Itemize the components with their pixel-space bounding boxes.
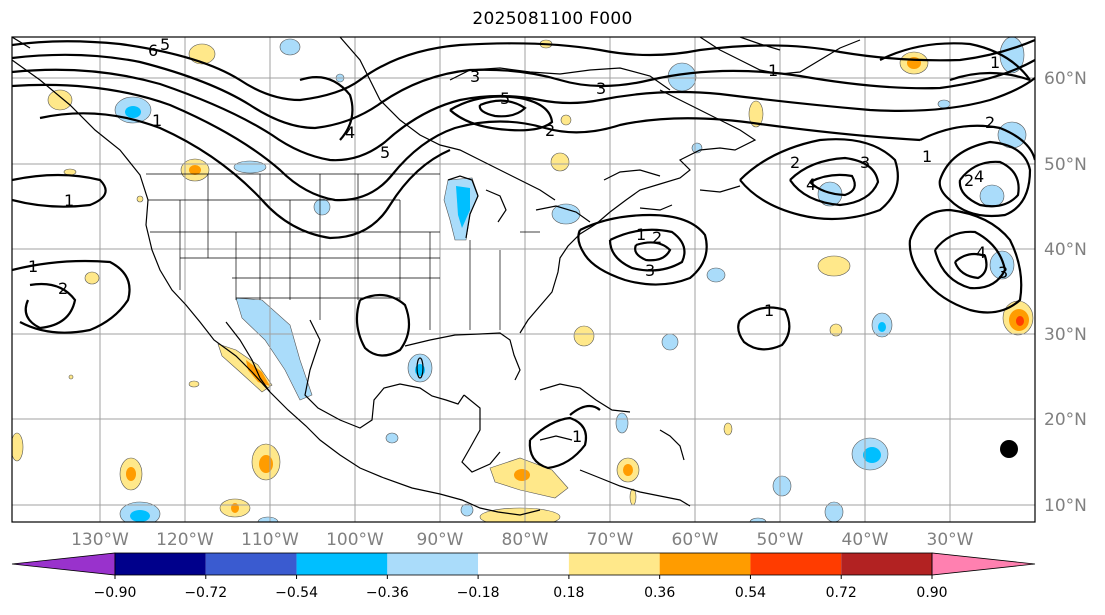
map-frame xyxy=(11,36,1036,523)
contour-label: 1 xyxy=(990,53,1000,72)
latitude-label: 20°N xyxy=(1044,410,1087,430)
contour-label: 3 xyxy=(860,153,870,172)
latitude-label: 60°N xyxy=(1044,69,1087,89)
latitude-labels: 60°N 50°N 40°N 30°N 20°N 10°N xyxy=(1044,69,1087,516)
contour-label: 4 xyxy=(976,243,986,262)
contour-label: 1 xyxy=(152,111,162,130)
colorbar-frame xyxy=(114,552,933,576)
longitude-label: 120°W xyxy=(156,530,214,550)
colorbar-bin xyxy=(478,553,569,575)
contour-label: 2 xyxy=(545,121,555,140)
contour-label: 4 xyxy=(806,175,816,194)
longitude-label: 60°W xyxy=(672,530,719,550)
contour-label: 5 xyxy=(160,35,170,54)
longitude-label: 40°W xyxy=(842,530,889,550)
colorbar-tick-label: −0.18 xyxy=(457,585,500,601)
contour-label: 2 xyxy=(985,113,995,132)
latitude-label: 10°N xyxy=(1044,496,1087,516)
contour-lines xyxy=(12,38,1035,470)
contour-label: 1 xyxy=(922,147,932,166)
colorbar-bin xyxy=(659,553,751,575)
colorbar-tick-label: 0.36 xyxy=(644,585,675,601)
colorbar-tick-label: 0.72 xyxy=(826,585,857,601)
contour-label: 1 xyxy=(64,191,74,210)
colorbar-extend-low xyxy=(11,552,116,576)
longitude-label: 50°W xyxy=(757,530,804,550)
contour-label: 1 xyxy=(764,301,774,320)
contour-label-group: 6 5 3 5 4 5 1 1 2 2 3 4 1 2 3 1 2 1 4 2 … xyxy=(28,35,1008,446)
colorbar-tick-label: 0.54 xyxy=(735,585,766,601)
contour-label: 3 xyxy=(596,79,606,98)
longitude-label: 130°W xyxy=(71,530,129,550)
colorbar-bin xyxy=(296,553,388,575)
colorbar-bin xyxy=(387,553,479,575)
contour-label: 5 xyxy=(380,143,390,162)
colorbar-tick-label: 0.18 xyxy=(553,585,584,601)
latitude-label: 50°N xyxy=(1044,155,1087,175)
colorbar xyxy=(11,552,1036,579)
contour-label: 1 xyxy=(768,61,778,80)
longitude-label: 110°W xyxy=(241,530,299,550)
longitude-label: 30°W xyxy=(927,530,974,550)
longitude-label: 90°W xyxy=(417,530,464,550)
colorbar-tick-labels: −0.90 −0.72 −0.54 −0.36 −0.18 0.18 0.36 0.54 0.7… xyxy=(94,585,948,601)
contour-label: 3 xyxy=(645,261,655,280)
colorbar-bin xyxy=(750,553,842,575)
longitude-label: 100°W xyxy=(326,530,384,550)
coastlines xyxy=(12,37,861,516)
map-title: 2025081100 F000 xyxy=(472,9,633,29)
colorbar-bin xyxy=(115,553,206,575)
colorbar-bin xyxy=(841,553,932,575)
contour-label: 1 xyxy=(572,427,582,446)
state-borders xyxy=(146,173,540,330)
contour-label: 3 xyxy=(470,67,480,86)
contour-label: 4 xyxy=(345,123,355,142)
contour-label: 2 xyxy=(652,228,662,247)
colorbar-bin xyxy=(568,553,660,575)
colorbar-tick-label: −0.36 xyxy=(366,585,409,601)
contour-label: 1 xyxy=(28,257,38,276)
contour-label: 2 xyxy=(964,171,974,190)
colorbar-tick-label: 0.90 xyxy=(916,585,947,601)
colorbar-tick-label: −0.72 xyxy=(184,585,227,601)
contour-label: 4 xyxy=(974,167,984,186)
latitude-label: 40°N xyxy=(1044,240,1087,260)
colorbar-extend-high xyxy=(931,552,1036,576)
contour-label: 3 xyxy=(998,263,1008,282)
colorbar-tick-label: −0.54 xyxy=(275,585,318,601)
longitude-label: 70°W xyxy=(587,530,634,550)
contour-label: 1 xyxy=(636,225,646,244)
contour-label: 5 xyxy=(500,89,510,108)
contour-label: 2 xyxy=(58,279,68,298)
latitude-label: 30°N xyxy=(1044,325,1087,345)
contour-label: 6 xyxy=(148,41,158,60)
colorbar-bin xyxy=(205,553,297,575)
storm-center-marker xyxy=(1000,440,1018,458)
longitude-labels: 130°W 120°W 110°W 100°W 90°W 80°W 70°W 6… xyxy=(71,530,974,550)
contour-label: 2 xyxy=(790,153,800,172)
longitude-label: 80°W xyxy=(502,530,549,550)
colorbar-tick-label: −0.90 xyxy=(94,585,137,601)
